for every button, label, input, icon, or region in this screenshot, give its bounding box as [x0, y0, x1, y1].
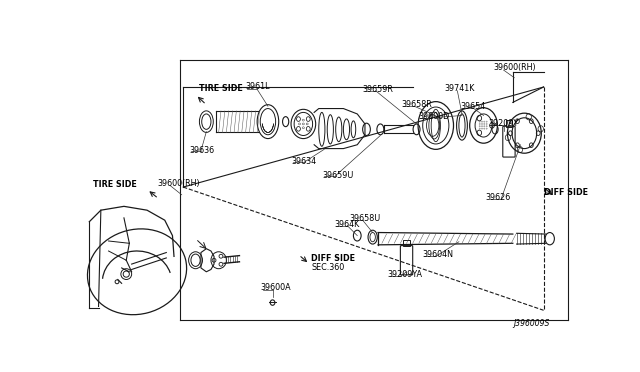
- Text: 39604N: 39604N: [422, 250, 454, 259]
- Text: 39741K: 39741K: [444, 84, 475, 93]
- Text: 39658U: 39658U: [349, 214, 381, 223]
- Text: TIRE SIDE: TIRE SIDE: [200, 84, 243, 93]
- Text: J396009S: J396009S: [513, 319, 549, 328]
- Text: 39600D: 39600D: [418, 112, 449, 121]
- Text: 39659R: 39659R: [363, 85, 394, 94]
- Text: DIFF SIDE: DIFF SIDE: [311, 254, 355, 263]
- Text: 39636: 39636: [189, 147, 214, 155]
- Text: 39626: 39626: [485, 193, 510, 202]
- Text: 39654: 39654: [460, 102, 486, 111]
- Text: 39659U: 39659U: [323, 171, 354, 180]
- Text: 39658R: 39658R: [402, 100, 433, 109]
- Text: 39600A: 39600A: [260, 283, 291, 292]
- Text: DIFF SIDE: DIFF SIDE: [543, 188, 588, 197]
- Text: TIRE SIDE: TIRE SIDE: [93, 180, 137, 189]
- Text: 39600(RH): 39600(RH): [493, 63, 536, 72]
- Text: SEC.360: SEC.360: [311, 263, 344, 272]
- Text: 39600(RH): 39600(RH): [157, 179, 200, 188]
- Text: 39209YA: 39209YA: [387, 270, 422, 279]
- Text: 39634: 39634: [291, 157, 316, 166]
- Text: 39209Y: 39209Y: [488, 119, 518, 128]
- Text: 3964K: 3964K: [334, 219, 360, 228]
- Text: 3961L: 3961L: [246, 83, 270, 92]
